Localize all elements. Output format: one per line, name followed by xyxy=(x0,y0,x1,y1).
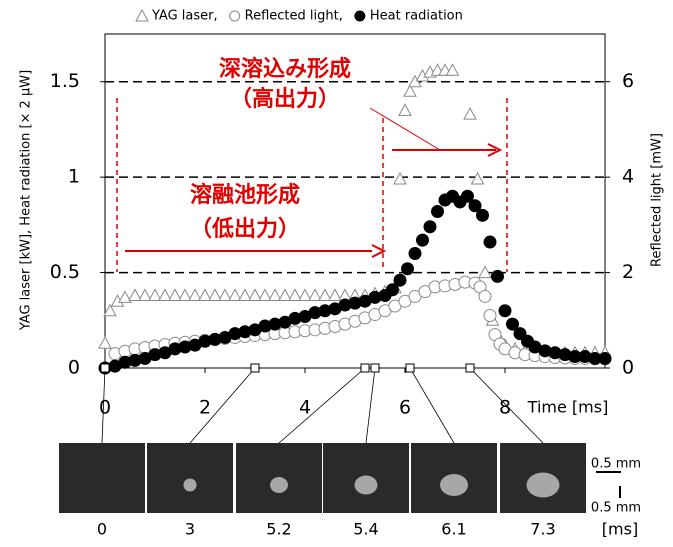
frame-unit: [ms] xyxy=(602,520,638,539)
frame-marker xyxy=(406,364,414,372)
scale-label: 0.5 mm xyxy=(591,457,641,472)
x-axis-label: Time [ms] xyxy=(527,398,609,417)
frame-time: 3 xyxy=(185,520,195,539)
frame-glow xyxy=(440,474,468,496)
y2-tick-label: 0 xyxy=(622,357,634,379)
frame-time: 5.2 xyxy=(266,520,291,539)
data-point xyxy=(230,11,240,21)
data-point xyxy=(99,337,111,348)
data-point xyxy=(472,173,484,184)
frame-glow xyxy=(527,473,560,498)
frame-marker xyxy=(466,364,474,372)
y-tick-label: 1.5 xyxy=(50,70,80,92)
x-tick-label: 0 xyxy=(99,397,111,419)
frame-image xyxy=(147,443,233,513)
data-point xyxy=(136,10,148,21)
data-point xyxy=(299,289,311,300)
frame-marker xyxy=(251,364,259,372)
x-tick-label: 6 xyxy=(399,397,411,419)
frame-time: 6.1 xyxy=(441,520,466,539)
data-point xyxy=(289,289,301,300)
y2-tick-label: 6 xyxy=(622,70,634,92)
y-tick-label: 1 xyxy=(68,166,80,188)
frame-marker xyxy=(371,364,379,372)
frame-time: 5.4 xyxy=(353,520,378,539)
connector xyxy=(279,368,365,443)
data-point xyxy=(484,236,496,248)
data-point xyxy=(355,11,365,21)
data-point xyxy=(309,289,321,300)
legend-label: Heat radiation xyxy=(370,9,463,24)
frame-time: 7.3 xyxy=(530,520,555,539)
data-point xyxy=(599,352,611,364)
annotation: （低出力） xyxy=(190,217,300,242)
data-point xyxy=(219,289,231,300)
data-point xyxy=(159,289,171,300)
connector xyxy=(410,368,454,443)
legend-label: Reflected light xyxy=(245,9,339,24)
data-point xyxy=(464,108,476,119)
data-point xyxy=(229,289,241,300)
data-point xyxy=(279,289,291,300)
frame-marker xyxy=(101,364,109,372)
y-axis-label: YAG laser [kW], Heat radiation [× 2 μW] xyxy=(19,70,34,331)
data-point xyxy=(249,289,261,300)
data-point xyxy=(492,270,504,282)
frame-marker xyxy=(361,364,369,372)
annotation: 深溶込み形成 xyxy=(219,56,351,82)
y2-tick-label: 4 xyxy=(622,166,634,188)
chart: 深溶込み形成 （高出力） 溶融池形成 （低出力） Time [ms] YAG l… xyxy=(0,0,673,547)
annotation: 溶融池形成 xyxy=(190,182,300,208)
data-point xyxy=(129,289,141,300)
data-point xyxy=(409,247,421,259)
y2-axis-label: Reflected light [mW] xyxy=(650,133,665,267)
data-point xyxy=(499,305,511,317)
data-point xyxy=(319,289,331,300)
y-tick-label: 0.5 xyxy=(50,261,80,283)
data-point xyxy=(269,289,281,300)
data-point xyxy=(259,289,271,300)
data-point xyxy=(179,289,191,300)
frame-glow xyxy=(270,477,288,493)
scale-label: 0.5 mm xyxy=(591,501,641,516)
data-point xyxy=(424,221,436,233)
data-point xyxy=(189,289,201,300)
data-point xyxy=(199,289,211,300)
y-tick-label: 0 xyxy=(68,357,80,379)
annotation: （高出力） xyxy=(230,86,340,112)
series xyxy=(99,64,611,357)
frame-glow xyxy=(355,476,378,495)
data-point xyxy=(484,310,496,322)
data-point xyxy=(399,104,411,115)
data-point xyxy=(477,209,489,221)
frame-time: 0 xyxy=(97,520,107,539)
legend-separator: , xyxy=(214,9,218,24)
data-point xyxy=(209,289,221,300)
data-point xyxy=(169,289,181,300)
connector xyxy=(366,368,375,443)
series xyxy=(99,190,611,374)
x-tick-label: 2 xyxy=(199,397,211,419)
data-point xyxy=(329,289,341,300)
data-point xyxy=(432,205,444,217)
data-point xyxy=(139,289,151,300)
data-point xyxy=(149,289,161,300)
x-tick-label: 4 xyxy=(299,397,311,419)
legend-label: YAG laser xyxy=(151,9,214,24)
data-point xyxy=(239,289,251,300)
data-point xyxy=(402,263,414,275)
red-guides xyxy=(117,98,507,272)
y2-tick-label: 2 xyxy=(622,261,634,283)
legend-separator: , xyxy=(339,9,343,24)
frame-image xyxy=(59,443,145,513)
arrow-head xyxy=(372,245,384,257)
data-point xyxy=(394,274,406,286)
data-point xyxy=(417,234,429,246)
data-point xyxy=(479,290,491,302)
frame-glow xyxy=(184,479,197,492)
data-point xyxy=(394,173,406,184)
